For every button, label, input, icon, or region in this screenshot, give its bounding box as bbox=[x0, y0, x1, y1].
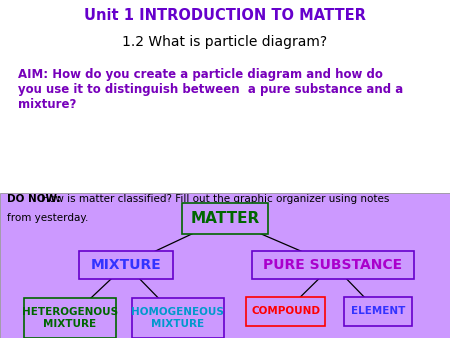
Text: ELEMENT: ELEMENT bbox=[351, 306, 405, 316]
FancyBboxPatch shape bbox=[252, 250, 414, 279]
Text: AIM: How do you create a particle diagram and how do: AIM: How do you create a particle diagra… bbox=[18, 68, 383, 80]
Text: 1.2 What is particle diagram?: 1.2 What is particle diagram? bbox=[122, 35, 328, 49]
Text: HETEROGENOUS
MIXTURE: HETEROGENOUS MIXTURE bbox=[22, 307, 118, 329]
FancyBboxPatch shape bbox=[79, 250, 173, 279]
Text: MIXTURE: MIXTURE bbox=[90, 258, 162, 272]
FancyBboxPatch shape bbox=[182, 203, 268, 234]
Bar bbox=[0, 193, 450, 338]
FancyBboxPatch shape bbox=[247, 297, 325, 326]
Text: from yesterday.: from yesterday. bbox=[7, 213, 88, 223]
FancyBboxPatch shape bbox=[344, 297, 412, 326]
Bar bbox=[0, 0, 450, 193]
Text: COMPOUND: COMPOUND bbox=[251, 306, 320, 316]
Text: MATTER: MATTER bbox=[190, 211, 260, 226]
Text: PURE SUBSTANCE: PURE SUBSTANCE bbox=[263, 258, 403, 272]
Text: How is matter classified? Fill out the graphic organizer using notes: How is matter classified? Fill out the g… bbox=[38, 194, 390, 204]
Text: mixture?: mixture? bbox=[18, 98, 76, 111]
Text: HOMOGENEOUS
MIXTURE: HOMOGENEOUS MIXTURE bbox=[131, 307, 224, 329]
Text: you use it to distinguish between  a pure substance and a: you use it to distinguish between a pure… bbox=[18, 83, 403, 96]
FancyBboxPatch shape bbox=[23, 298, 116, 338]
Text: DO NOW:: DO NOW: bbox=[7, 194, 60, 204]
FancyBboxPatch shape bbox=[131, 298, 224, 338]
Text: Unit 1 INTRODUCTION TO MATTER: Unit 1 INTRODUCTION TO MATTER bbox=[84, 8, 366, 23]
